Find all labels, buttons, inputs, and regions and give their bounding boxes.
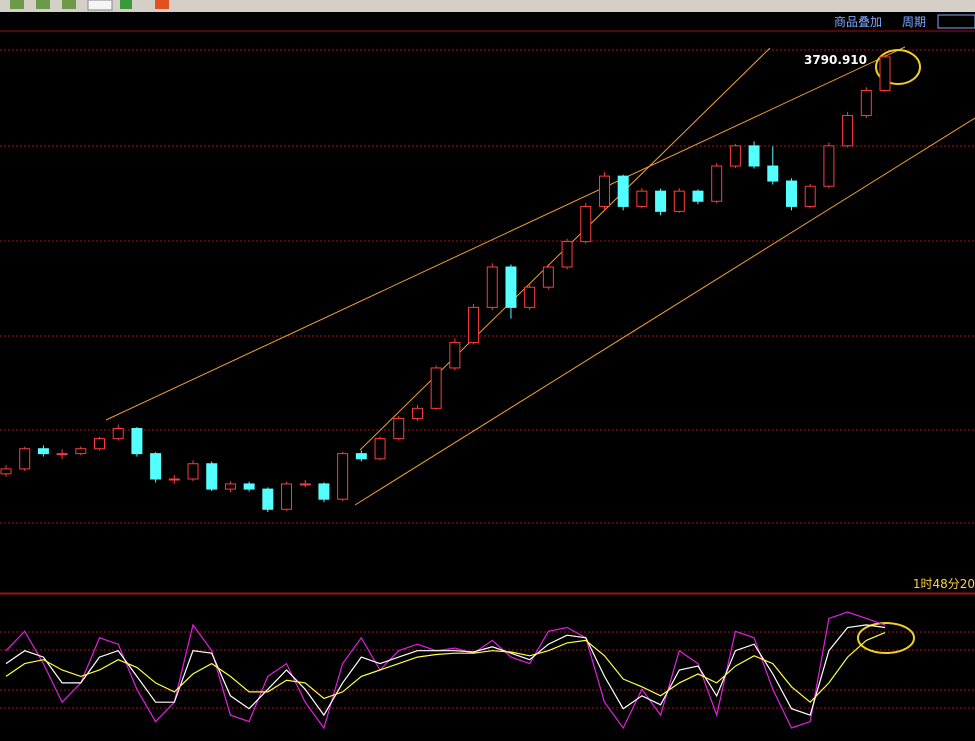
candle-body [337, 453, 349, 500]
tool-icon[interactable] [155, 0, 169, 9]
candle-body [19, 448, 31, 470]
candle-body [598, 175, 610, 207]
candle-body [299, 483, 311, 486]
candle-body [0, 468, 12, 475]
candle-body [879, 56, 891, 91]
candle-body [860, 89, 872, 117]
candle-body [561, 241, 573, 268]
indicator-line [5, 624, 886, 717]
candle-body [468, 306, 480, 344]
candle-body [318, 483, 330, 500]
tool-icon[interactable] [62, 0, 76, 9]
toolbar-icons [10, 0, 169, 11]
candle-body [393, 417, 405, 440]
candle-body [449, 342, 461, 369]
tool-icon[interactable] [10, 0, 24, 9]
candle-body [430, 367, 442, 409]
candle-body [262, 488, 274, 510]
candle-body [224, 483, 236, 490]
candle-body [804, 185, 816, 207]
candle-body [729, 145, 741, 167]
tool-icon[interactable] [36, 0, 50, 9]
overlay-button[interactable]: 商品叠加 [834, 14, 882, 29]
price-annotation: 3790.910 [804, 53, 867, 67]
candle-body [842, 115, 854, 147]
candle-body [692, 190, 704, 202]
candle-body [636, 190, 648, 207]
time-label: 1时48分20 [913, 577, 975, 591]
tool-icon[interactable] [120, 0, 132, 9]
candle-body [75, 448, 87, 455]
candle-body [505, 266, 517, 308]
indicator-line [5, 632, 886, 704]
candle-body [131, 428, 143, 455]
candle-body [748, 145, 760, 167]
grid [0, 49, 975, 709]
candle-body [580, 205, 592, 243]
candle-body [56, 453, 68, 456]
highlight-circle [875, 49, 921, 85]
candle-body [673, 190, 685, 212]
candle-body [112, 428, 124, 440]
candle-body [785, 180, 797, 207]
candle-body [617, 175, 629, 207]
candle-body [281, 483, 293, 510]
candle-body [524, 286, 536, 308]
candle-body [355, 453, 367, 460]
candle-body [243, 483, 255, 490]
tool-icon[interactable] [87, 0, 113, 11]
candle-body [655, 190, 667, 212]
indicator-line [5, 611, 886, 730]
nav-buttons[interactable] [937, 14, 975, 29]
candle-body [411, 407, 423, 419]
candle-body [187, 463, 199, 480]
candle-body [486, 266, 498, 308]
candle-body [150, 453, 162, 480]
candle-body [206, 463, 218, 490]
candle-body [711, 165, 723, 202]
candle-body [767, 165, 779, 182]
highlight-circle [857, 622, 915, 654]
candle-body [823, 145, 835, 187]
candle-body [374, 438, 386, 460]
toolbar [0, 0, 975, 12]
period-button[interactable]: 周期 [902, 15, 926, 29]
candle-body [168, 478, 180, 481]
candle-body [542, 266, 554, 288]
candle-body [94, 438, 106, 450]
candle-body [37, 448, 49, 455]
